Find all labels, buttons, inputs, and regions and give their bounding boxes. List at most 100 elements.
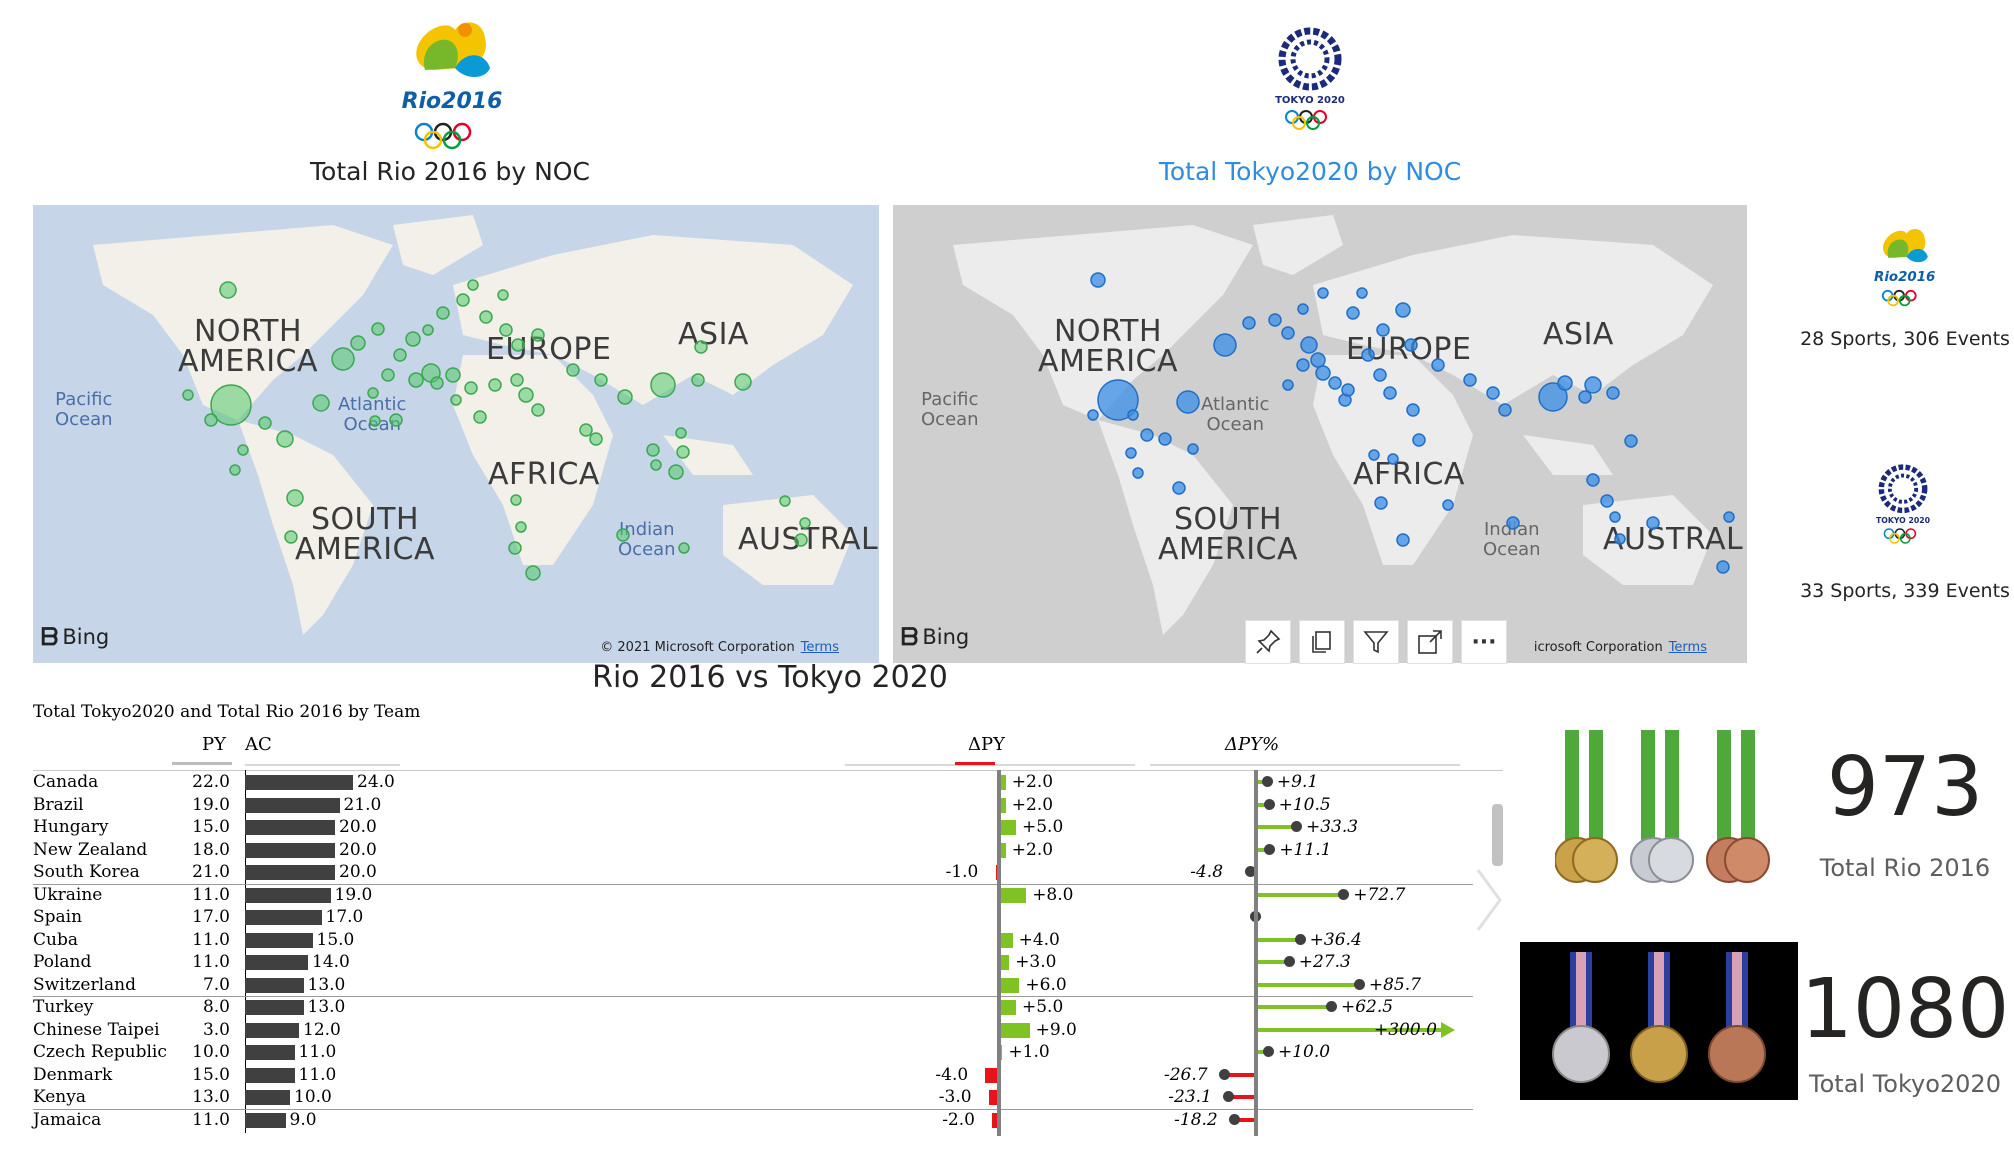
noc-bubble[interactable] bbox=[1584, 376, 1602, 394]
noc-bubble[interactable] bbox=[436, 306, 450, 320]
noc-bubble[interactable] bbox=[479, 310, 493, 324]
delta-pct-pin[interactable] bbox=[1256, 825, 1296, 829]
noc-bubble[interactable] bbox=[312, 394, 330, 412]
noc-bubble[interactable] bbox=[405, 331, 421, 347]
noc-bubble[interactable] bbox=[1600, 494, 1614, 508]
noc-bubble[interactable] bbox=[617, 389, 633, 405]
noc-bubble[interactable] bbox=[1396, 533, 1410, 547]
noc-bubble[interactable] bbox=[422, 324, 434, 336]
noc-bubble[interactable] bbox=[369, 415, 381, 427]
noc-bubble[interactable] bbox=[525, 565, 541, 581]
noc-bubble[interactable] bbox=[1187, 443, 1199, 455]
delta-py-bar[interactable] bbox=[999, 775, 1006, 790]
noc-bubble[interactable] bbox=[284, 530, 298, 544]
noc-bubble[interactable] bbox=[508, 541, 522, 555]
noc-bubble[interactable] bbox=[1368, 449, 1380, 461]
noc-bubble[interactable] bbox=[1125, 447, 1137, 459]
noc-bubble[interactable] bbox=[734, 373, 752, 391]
filter-icon[interactable] bbox=[1353, 620, 1399, 664]
noc-bubble[interactable] bbox=[1624, 434, 1638, 448]
table-scrollbar[interactable] bbox=[1492, 804, 1503, 866]
noc-bubble[interactable] bbox=[1172, 481, 1186, 495]
noc-bubble[interactable] bbox=[675, 427, 687, 439]
ac-bar[interactable] bbox=[245, 1000, 304, 1015]
noc-bubble[interactable] bbox=[1087, 409, 1099, 421]
noc-bubble[interactable] bbox=[1609, 511, 1621, 523]
noc-bubble[interactable] bbox=[779, 495, 791, 507]
noc-bubble[interactable] bbox=[1282, 379, 1294, 391]
noc-bubble[interactable] bbox=[393, 348, 407, 362]
noc-bubble[interactable] bbox=[430, 376, 444, 390]
header-dpy[interactable]: ΔPY bbox=[968, 734, 1005, 755]
noc-bubble[interactable] bbox=[1506, 516, 1520, 530]
noc-bubble[interactable] bbox=[794, 533, 808, 547]
rio-map[interactable]: NORTH AMERICA EUROPE ASIA AFRICA SOUTH A… bbox=[33, 205, 879, 663]
noc-bubble[interactable] bbox=[1213, 333, 1237, 357]
header-ac[interactable]: AC bbox=[245, 734, 272, 755]
noc-bubble[interactable] bbox=[350, 335, 366, 351]
noc-bubble[interactable] bbox=[1606, 386, 1620, 400]
delta-pct-pin[interactable] bbox=[1234, 1117, 1256, 1122]
noc-bubble[interactable] bbox=[678, 542, 690, 554]
delta-py-bar[interactable] bbox=[999, 820, 1016, 835]
next-page-arrow-icon[interactable] bbox=[1468, 865, 1508, 935]
noc-bubble[interactable] bbox=[1498, 403, 1512, 417]
delta-pct-pin[interactable] bbox=[1223, 1072, 1256, 1077]
noc-bubble[interactable] bbox=[276, 430, 294, 448]
noc-bubble[interactable] bbox=[1442, 499, 1454, 511]
noc-bubble[interactable] bbox=[367, 387, 379, 399]
noc-bubble[interactable] bbox=[1412, 433, 1426, 447]
noc-bubble[interactable] bbox=[1296, 358, 1310, 372]
noc-bubble[interactable] bbox=[1328, 376, 1342, 390]
delta-py-bar[interactable] bbox=[999, 887, 1027, 903]
noc-bubble[interactable] bbox=[182, 389, 194, 401]
noc-bubble[interactable] bbox=[1300, 336, 1318, 354]
ac-bar[interactable] bbox=[245, 887, 331, 903]
noc-bubble[interactable] bbox=[668, 464, 684, 480]
delta-pct-pin[interactable] bbox=[1256, 780, 1267, 784]
noc-bubble[interactable] bbox=[204, 413, 218, 427]
header-py[interactable]: PY bbox=[202, 734, 226, 755]
noc-bubble[interactable] bbox=[499, 323, 513, 337]
noc-bubble[interactable] bbox=[1376, 323, 1390, 337]
noc-bubble[interactable] bbox=[464, 381, 478, 395]
team-name[interactable]: South Korea bbox=[33, 862, 140, 882]
noc-bubble[interactable] bbox=[1268, 313, 1282, 327]
noc-bubble[interactable] bbox=[408, 372, 424, 388]
ac-bar[interactable] bbox=[245, 955, 308, 970]
noc-bubble[interactable] bbox=[1406, 403, 1420, 417]
delta-pct-pin[interactable] bbox=[1256, 982, 1359, 987]
pin-icon[interactable] bbox=[1245, 620, 1291, 664]
noc-bubble[interactable] bbox=[1538, 382, 1568, 412]
ac-bar[interactable] bbox=[245, 842, 335, 858]
noc-bubble[interactable] bbox=[371, 322, 385, 336]
noc-bubble[interactable] bbox=[1310, 352, 1326, 368]
team-name[interactable]: Czech Republic bbox=[33, 1042, 167, 1062]
noc-bubble[interactable] bbox=[237, 444, 249, 456]
team-name[interactable]: Jamaica bbox=[33, 1109, 102, 1130]
noc-bubble[interactable] bbox=[1395, 302, 1411, 318]
header-dpy-pct[interactable]: ΔPY% bbox=[1225, 734, 1280, 755]
noc-bubble[interactable] bbox=[1586, 473, 1600, 487]
noc-bubble[interactable] bbox=[691, 373, 705, 387]
more-options-icon[interactable]: ··· bbox=[1461, 620, 1507, 664]
noc-bubble[interactable] bbox=[467, 279, 479, 291]
ac-bar[interactable] bbox=[245, 932, 313, 948]
delta-pct-pin[interactable] bbox=[1256, 892, 1344, 897]
delta-pct-pin[interactable] bbox=[1256, 937, 1300, 942]
noc-bubble[interactable] bbox=[594, 373, 608, 387]
noc-bubble[interactable] bbox=[1317, 287, 1329, 299]
ac-bar[interactable] bbox=[245, 775, 353, 790]
noc-bubble[interactable] bbox=[531, 328, 545, 342]
ac-bar[interactable] bbox=[245, 1022, 299, 1038]
noc-bubble[interactable] bbox=[1346, 306, 1360, 320]
noc-bubble[interactable] bbox=[1374, 496, 1388, 510]
ac-bar[interactable] bbox=[245, 1090, 290, 1105]
delta-py-bar[interactable] bbox=[992, 1112, 999, 1128]
noc-bubble[interactable] bbox=[650, 372, 676, 398]
noc-bubble[interactable] bbox=[381, 368, 395, 382]
noc-bubble[interactable] bbox=[799, 517, 811, 529]
delta-pct-pin[interactable] bbox=[1256, 960, 1289, 964]
noc-bubble[interactable] bbox=[510, 373, 524, 387]
ac-bar[interactable] bbox=[245, 977, 304, 993]
